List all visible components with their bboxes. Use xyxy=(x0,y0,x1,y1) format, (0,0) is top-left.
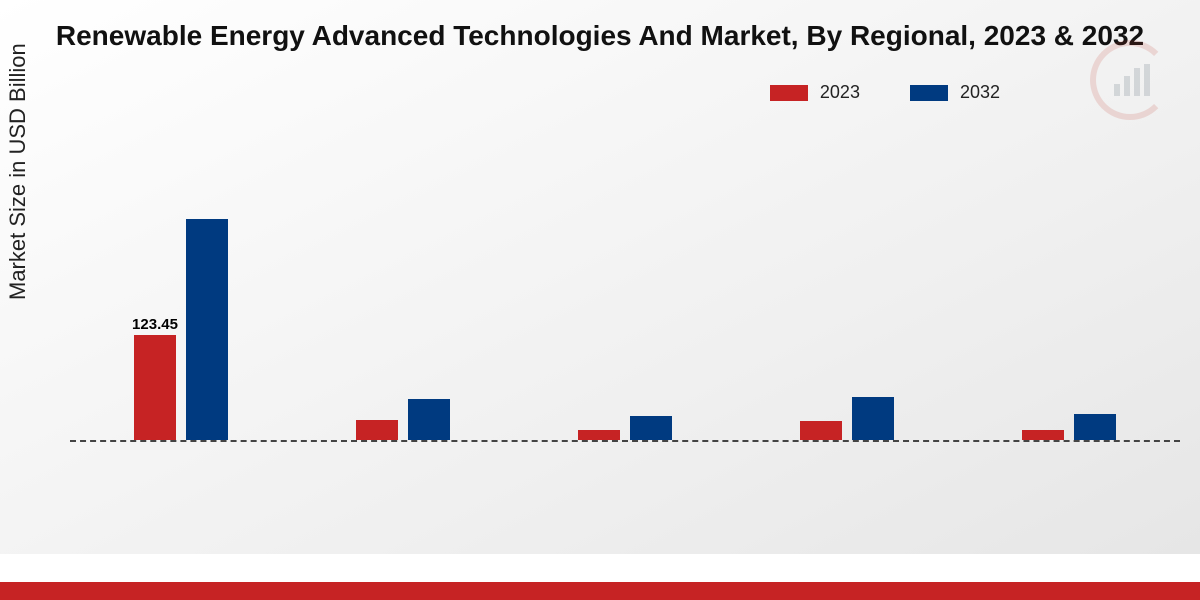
legend-swatch-2032 xyxy=(910,85,948,101)
baseline xyxy=(70,440,1180,442)
legend-label-2023: 2023 xyxy=(820,82,860,103)
legend-swatch-2023 xyxy=(770,85,808,101)
plot-area: 123.45 NORTH AMERICA EUROPE SOUTH AMERIC… xyxy=(70,140,1180,500)
bars-pair xyxy=(800,397,894,440)
bars-pair xyxy=(578,416,672,440)
bar-2023 xyxy=(800,421,842,440)
bars-pair: 123.45 xyxy=(134,219,228,440)
legend-item-2032: 2032 xyxy=(910,82,1000,103)
bar-2023 xyxy=(356,420,398,440)
bar-2032 xyxy=(852,397,894,440)
bar-2032 xyxy=(1074,414,1116,440)
bar-2032 xyxy=(630,416,672,440)
bar-2023 xyxy=(134,335,176,440)
legend: 2023 2032 xyxy=(770,82,1000,103)
bars-pair xyxy=(356,399,450,440)
bar-2023 xyxy=(578,430,620,440)
bar-value-label: 123.45 xyxy=(95,316,215,333)
legend-item-2023: 2023 xyxy=(770,82,860,103)
chart-title: Renewable Energy Advanced Technologies A… xyxy=(0,20,1200,52)
bar-2032 xyxy=(408,399,450,440)
bars-pair xyxy=(1022,414,1116,440)
legend-label-2032: 2032 xyxy=(960,82,1000,103)
chart-container: Renewable Energy Advanced Technologies A… xyxy=(0,0,1200,600)
bar-2023 xyxy=(1022,430,1064,440)
footer-gap xyxy=(0,554,1200,582)
footer-bar xyxy=(0,582,1200,600)
y-axis-label: Market Size in USD Billion xyxy=(5,43,31,300)
watermark-icon xyxy=(1090,40,1170,120)
